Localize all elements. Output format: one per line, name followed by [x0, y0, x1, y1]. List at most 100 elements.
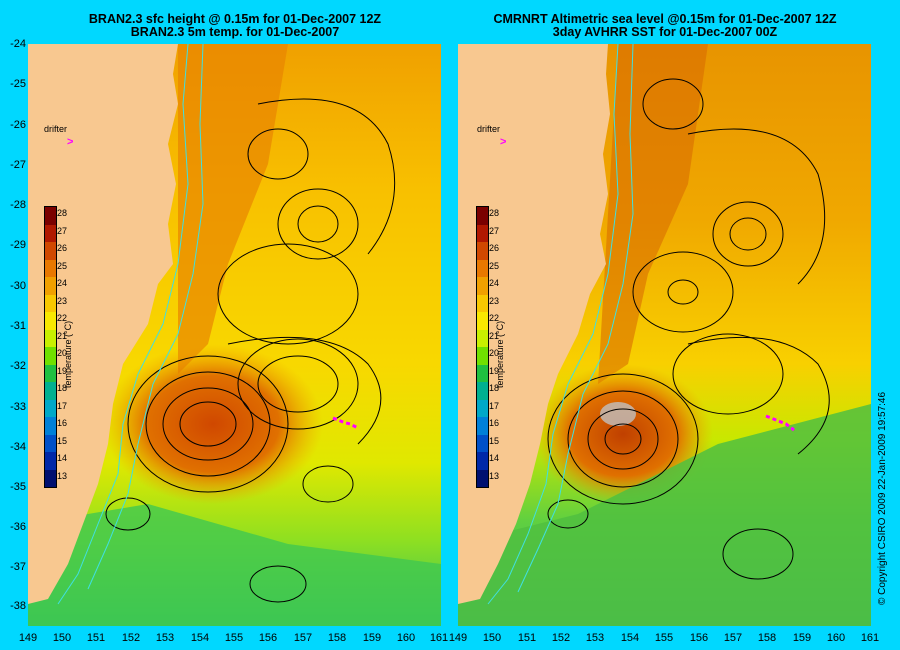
left-map-panel	[28, 44, 441, 626]
height-contours	[105, 98, 396, 603]
lon-label: 152	[121, 632, 141, 644]
left-title-line1: BRAN2.3 sfc height @ 0.15m for 01-Dec-20…	[88, 12, 382, 26]
cbar-swatch	[45, 277, 56, 295]
cbar-swatch	[477, 259, 488, 277]
cbar-swatch	[477, 242, 488, 260]
cbar-tick-label: 17	[489, 400, 500, 411]
cbar-swatch	[477, 312, 488, 330]
left-map-svg	[28, 44, 441, 626]
cbar-tick-label: 19	[489, 365, 500, 376]
lon-label: 157	[293, 632, 313, 644]
cbar-tick-label: 27	[489, 225, 500, 236]
cbar-tick-label: 19	[57, 365, 68, 376]
lon-label: 160	[396, 632, 416, 644]
cloud-gap	[600, 402, 636, 426]
lon-label: 159	[792, 632, 812, 644]
cbar-tick-label: 14	[489, 453, 500, 463]
cbar-tick-label: 13	[57, 470, 68, 481]
lon-label: 155	[654, 632, 674, 644]
lon-label: 149	[448, 632, 468, 644]
lat-label: -36	[10, 521, 26, 533]
cbar-swatch	[477, 277, 488, 295]
cool-water	[458, 404, 871, 626]
cbar-swatch	[477, 294, 488, 312]
drifter-track	[332, 416, 359, 430]
lon-label: 156	[258, 632, 278, 644]
cbar-swatch	[45, 399, 56, 417]
cbar-tick-label: 17	[57, 400, 68, 411]
cbar-tick-label: 28	[57, 208, 68, 218]
lat-label: -26	[10, 119, 26, 131]
warm-current	[598, 44, 708, 384]
lon-label: 160	[826, 632, 846, 644]
left-colorbar-strip	[44, 206, 57, 488]
lon-label: 158	[757, 632, 777, 644]
cbar-swatch	[45, 207, 56, 225]
right-drifter-label: drifter	[477, 124, 501, 134]
cbar-swatch	[477, 417, 488, 435]
cbar-tick-label: 25	[57, 260, 68, 271]
cbar-swatch	[45, 329, 56, 347]
lat-label: -30	[10, 280, 26, 292]
lon-label: 158	[327, 632, 347, 644]
lon-label: 153	[155, 632, 175, 644]
lon-label: 150	[52, 632, 72, 644]
cbar-tick-label: 21	[57, 330, 68, 341]
cbar-swatch	[45, 452, 56, 470]
cbar-tick-label: 23	[57, 295, 68, 306]
bathymetry-contours	[487, 44, 634, 605]
lon-label: 155	[224, 632, 244, 644]
lat-label: -38	[10, 600, 26, 612]
cbar-tick-label: 20	[57, 348, 68, 358]
drifter-track	[765, 414, 795, 432]
lon-label: 151	[517, 632, 537, 644]
cbar-swatch	[477, 364, 488, 382]
cbar-swatch	[45, 312, 56, 330]
land	[458, 44, 610, 604]
cbar-swatch	[45, 347, 56, 365]
cbar-tick-label: 16	[489, 418, 500, 428]
lat-label: -33	[10, 401, 26, 413]
cbar-swatch	[477, 382, 488, 400]
right-title-line2: 3day AVHRR SST for 01-Dec-2007 00Z	[552, 25, 778, 39]
right-colorbar-strip	[476, 206, 489, 488]
lat-label: -32	[10, 360, 26, 372]
cbar-swatch	[45, 469, 56, 487]
lat-label: -29	[10, 239, 26, 251]
cbar-swatch	[45, 417, 56, 435]
left-drifter-marker-icon: >	[67, 136, 74, 148]
cbar-tick-label: 24	[489, 278, 500, 288]
lat-label: -35	[10, 481, 26, 493]
lat-label: -34	[10, 441, 26, 453]
cbar-tick-label: 24	[57, 278, 68, 288]
cbar-tick-label: 22	[57, 313, 68, 323]
lon-label: 161	[860, 632, 880, 644]
cbar-swatch	[477, 452, 488, 470]
cbar-swatch	[477, 469, 488, 487]
cbar-tick-label: 15	[57, 435, 68, 446]
cbar-tick-label: 15	[489, 435, 500, 446]
cbar-tick-label: 26	[489, 243, 500, 253]
cbar-tick-label: 20	[489, 348, 500, 358]
cbar-tick-label: 26	[57, 243, 68, 253]
lon-label: 151	[86, 632, 106, 644]
cool-water	[28, 504, 441, 626]
lon-label: 157	[723, 632, 743, 644]
lon-label: 150	[482, 632, 502, 644]
bathymetry-contours	[57, 44, 204, 605]
cbar-tick-label: 23	[489, 295, 500, 306]
cbar-swatch	[477, 399, 488, 417]
cbar-swatch	[477, 347, 488, 365]
right-map-svg	[458, 44, 871, 626]
cbar-swatch	[45, 242, 56, 260]
cbar-swatch	[45, 434, 56, 452]
lon-label: 154	[620, 632, 640, 644]
lon-label: 149	[18, 632, 38, 644]
lon-label: 161	[429, 632, 449, 644]
cbar-tick-label: 21	[489, 330, 500, 341]
copyright-notice: © Copyright CSIRO 2009 22-Jan-2009 19:57…	[877, 391, 888, 605]
left-drifter-label: drifter	[44, 124, 68, 134]
lat-label: -28	[10, 199, 26, 211]
right-title-line1: CMRNRT Altimetric sea level @0.15m for 0…	[493, 12, 837, 26]
lon-label: 152	[551, 632, 571, 644]
